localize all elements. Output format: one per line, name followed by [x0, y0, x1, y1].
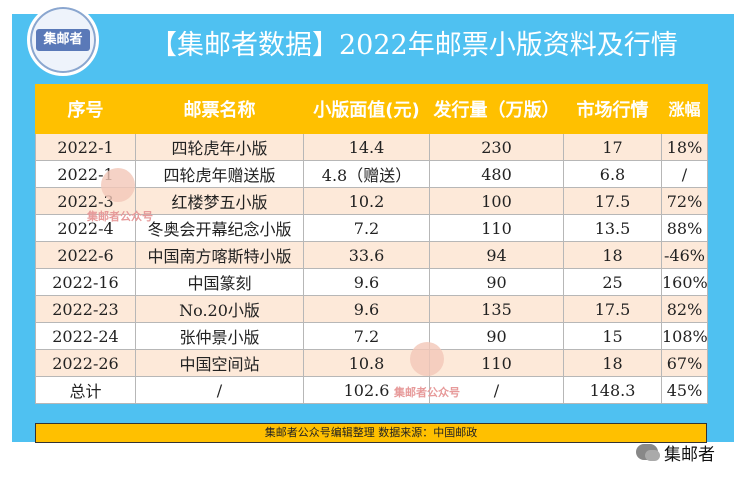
cell-market-price: 17	[563, 133, 662, 161]
table-row: 2022-3 红楼梦五小版 10.2 100 17.5 72%	[35, 187, 708, 215]
cell-change: 45%	[661, 376, 708, 404]
cell-serial: 2022-6	[35, 241, 136, 269]
watermark-text: 集邮者公众号	[87, 210, 153, 223]
watermark-stamp	[101, 168, 135, 202]
cell-issue-volume: 110	[429, 349, 564, 377]
total-row: 总计 / 102.6 / 148.3 45%	[35, 376, 708, 404]
header-name: 邮票名称	[135, 84, 304, 134]
cell-serial: 2022-4	[35, 214, 136, 242]
cell-change: 72%	[661, 187, 708, 215]
cell-market-price: 25	[563, 268, 662, 296]
cell-face-value: 10.2	[303, 187, 430, 215]
watermark-text: 集邮者公众号	[394, 386, 460, 399]
header-serial: 序号	[35, 84, 136, 134]
cell-face-value: 7.2	[303, 214, 430, 242]
header-face-value: 小版面值(元)	[303, 84, 430, 134]
table-row: 2022-4 冬奥会开幕纪念小版 7.2 110 13.5 88%	[35, 214, 708, 242]
cell-change: -46%	[661, 241, 708, 269]
cell-market-price: 13.5	[563, 214, 662, 242]
cell-serial: 总计	[35, 376, 136, 404]
cell-market-price: 15	[563, 322, 662, 350]
logo-text: 集邮者	[36, 29, 90, 51]
cell-serial: 2022-3	[35, 187, 136, 215]
cell-issue-volume: /	[429, 376, 564, 404]
table-row: 2022-1 四轮虎年赠送版 4.8（赠送） 480 6.8 /	[35, 160, 708, 188]
cell-name: 中国篆刻	[135, 268, 304, 296]
cell-issue-volume: 135	[429, 295, 564, 323]
cell-issue-volume: 90	[429, 322, 564, 350]
cell-market-price: 18	[563, 241, 662, 269]
cell-face-value: 9.6	[303, 268, 430, 296]
table-row: 2022-24 张仲景小版 7.2 90 15 108%	[35, 322, 708, 350]
cell-issue-volume: 230	[429, 133, 564, 161]
cell-name: 中国南方喀斯特小版	[135, 241, 304, 269]
cell-name: 红楼梦五小版	[135, 187, 304, 215]
header-issue-volume: 发行量（万版）	[429, 84, 564, 134]
cell-face-value: 14.4	[303, 133, 430, 161]
table-row: 2022-26 中国空间站 10.8 110 18 67%	[35, 349, 708, 377]
cell-change: 160%	[661, 268, 708, 296]
table-header-row: 序号 邮票名称 小版面值(元) 发行量（万版） 市场行情 涨幅	[35, 84, 708, 134]
cell-change: 88%	[661, 214, 708, 242]
watermark-stamp	[410, 342, 444, 376]
source-note: 集邮者公众号编辑整理 数据来源：中国邮政	[35, 423, 707, 443]
cell-market-price: 17.5	[563, 187, 662, 215]
cell-change: /	[661, 160, 708, 188]
cell-market-price: 18	[563, 349, 662, 377]
cell-serial: 2022-24	[35, 322, 136, 350]
cell-serial: 2022-26	[35, 349, 136, 377]
cell-issue-volume: 110	[429, 214, 564, 242]
cell-face-value: 7.2	[303, 322, 430, 350]
cell-serial: 2022-23	[35, 295, 136, 323]
cell-market-price: 17.5	[563, 295, 662, 323]
cell-change: 108%	[661, 322, 708, 350]
header-change: 涨幅	[661, 84, 708, 134]
cell-name: No.20小版	[135, 295, 304, 323]
cell-market-price: 6.8	[563, 160, 662, 188]
cell-issue-volume: 100	[429, 187, 564, 215]
cell-change: 67%	[661, 349, 708, 377]
cell-issue-volume: 90	[429, 268, 564, 296]
table-row: 2022-23 No.20小版 9.6 135 17.5 82%	[35, 295, 708, 323]
cell-face-value: 9.6	[303, 295, 430, 323]
table-row: 2022-16 中国篆刻 9.6 90 25 160%	[35, 268, 708, 296]
cell-name: 四轮虎年赠送版	[135, 160, 304, 188]
cell-name: 冬奥会开幕纪念小版	[135, 214, 304, 242]
cell-face-value: 4.8（赠送）	[303, 160, 430, 188]
table-row: 2022-6 中国南方喀斯特小版 33.6 94 18 -46%	[35, 241, 708, 269]
brand-name: 集邮者	[664, 444, 715, 465]
cell-name: 张仲景小版	[135, 322, 304, 350]
cell-market-price: 148.3	[563, 376, 662, 404]
cell-change: 82%	[661, 295, 708, 323]
cell-name: /	[135, 376, 304, 404]
cell-change: 18%	[661, 133, 708, 161]
cell-serial: 2022-1	[35, 133, 136, 161]
page-title: 【集邮者数据】2022年邮票小版资料及行情	[150, 30, 678, 61]
cell-issue-volume: 480	[429, 160, 564, 188]
wechat-icon	[636, 444, 660, 461]
header-market-price: 市场行情	[563, 84, 662, 134]
table-row: 2022-1 四轮虎年小版 14.4 230 17 18%	[35, 133, 708, 161]
cell-issue-volume: 94	[429, 241, 564, 269]
stamp-data-table: 序号 邮票名称 小版面值(元) 发行量（万版） 市场行情 涨幅 2022-1 四…	[35, 84, 708, 404]
cell-face-value: 33.6	[303, 241, 430, 269]
cell-serial: 2022-16	[35, 268, 136, 296]
cell-name: 四轮虎年小版	[135, 133, 304, 161]
cell-name: 中国空间站	[135, 349, 304, 377]
brand-signature: 集邮者	[636, 440, 715, 465]
logo-seal: 集邮者	[27, 4, 99, 76]
